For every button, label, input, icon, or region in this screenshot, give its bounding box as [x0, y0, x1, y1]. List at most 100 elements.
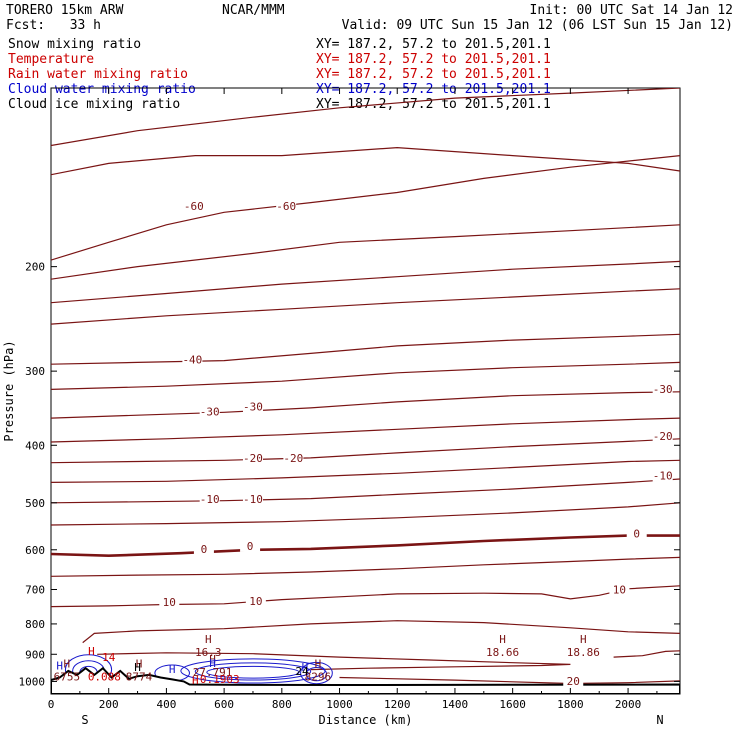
isotherm-label: 0: [247, 540, 254, 553]
maximum-value: 8774: [126, 671, 153, 684]
isotherm-label: 20: [567, 675, 580, 688]
isotherm-line-8: [51, 391, 680, 419]
isotherm-label: -10: [200, 493, 220, 506]
y-tick-label: 600: [25, 544, 45, 557]
valid-time: Valid: 09 UTC Sun 15 Jan 12 (06 LST Sun …: [342, 18, 733, 33]
isotherm-line-2: [51, 155, 680, 261]
isotherm-line-1: [51, 146, 680, 176]
isotherm-line-6: [51, 333, 680, 365]
isotherm-label-bg: [563, 675, 584, 687]
isotherm-label: 0: [633, 528, 640, 541]
isotherm-label-bg: [276, 201, 297, 213]
isotherm-label: -40: [182, 353, 202, 366]
isotherm-line-17: [82, 620, 680, 644]
right-endpoint-label: N: [656, 713, 663, 727]
isotherm-label: 10: [613, 583, 626, 596]
x-tick-label: 1800: [557, 698, 584, 711]
isotherm-line-7: [51, 361, 680, 390]
field-legend: Snow mixing ratio XY= 187.2, 57.2 to 201.…: [8, 37, 551, 112]
isotherm-line-11: [51, 459, 680, 483]
legend-field-name: Temperature: [8, 52, 94, 67]
x-axis-label: Distance (km): [319, 713, 413, 727]
isotherm-label: -30: [243, 400, 263, 413]
maximum-value: 8296: [305, 671, 332, 684]
isotherm-label-bg: [199, 406, 220, 418]
cloud-water-contour-5: [194, 662, 312, 681]
isotherm-label-bg: [245, 595, 266, 607]
maximum-value: 16.3: [195, 646, 222, 659]
x-tick-label: 0: [48, 698, 55, 711]
isotherm-label-bg: [182, 354, 203, 366]
maximum-marker: H: [580, 633, 587, 646]
terrain-profile: [51, 666, 680, 694]
y-tick-label: 700: [25, 584, 45, 597]
y-tick-label: 800: [25, 618, 45, 631]
forecast-hour: 33 h: [70, 18, 101, 33]
isotherm-label-bg: [609, 584, 630, 596]
isotherm-line-19: [339, 676, 680, 685]
isotherm-label: 10: [249, 595, 262, 608]
isotherm-label: -10: [243, 493, 263, 506]
contour-layer: -60 -60 -40 -30 -30 -30 -20 -20 -20 -10 -10 -10 0 0 0 1…: [51, 88, 680, 694]
legend-field-name: Snow mixing ratio: [8, 37, 141, 52]
maximum-marker: H: [205, 633, 212, 646]
isotherm-label: 10: [163, 596, 176, 609]
maximum-marker: H: [315, 658, 322, 671]
isotherm-label: 0: [201, 543, 208, 556]
field-label: H: [192, 674, 199, 687]
legend-field-extent: XY= 187.2, 57.2 to 201.5,201.1: [316, 52, 551, 67]
isotherm-line-4: [51, 260, 680, 304]
field-label: 24: [295, 665, 309, 678]
maximum-marker: H: [64, 658, 71, 671]
isotherm-line-3: [51, 224, 680, 280]
field-label: 0.1903: [200, 673, 240, 686]
x-tick-label: 1600: [499, 698, 526, 711]
isotherm-label-bg: [242, 452, 263, 464]
maximum-value: 18.86: [567, 646, 600, 659]
axes: 0 200 400 600 800 1000 1200 1400 1600 1800 2000200…: [2, 88, 680, 727]
legend-field-name: Cloud water mixing ratio: [8, 82, 196, 97]
legend-field-name: Cloud ice mixing ratio: [8, 97, 180, 112]
cloud-water-contour-8: [305, 666, 328, 682]
isotherm-line-15: [51, 556, 680, 577]
isotherm-line-16: [51, 585, 680, 608]
field-label: H: [209, 657, 216, 670]
maximum-value: 6755: [54, 671, 81, 684]
x-tick-label: 800: [272, 698, 292, 711]
isotherm-line-14: [51, 534, 680, 558]
isotherm-label-bg: [193, 543, 214, 555]
x-tick-label: 1200: [384, 698, 411, 711]
maximum-value: 27.791: [193, 666, 233, 679]
cloud-water-contour-7: [300, 661, 333, 685]
legend-field-extent: XY= 187.2, 57.2 to 201.5,201.1: [316, 82, 551, 97]
isotherm-label: -30: [653, 383, 673, 396]
isotherm-label-bg: [240, 540, 261, 552]
y-tick-label: 300: [25, 365, 45, 378]
isotherm-label: -30: [200, 406, 220, 419]
center-name: NCAR/MMM: [222, 3, 285, 18]
isotherm-label-bg: [652, 383, 673, 395]
x-tick-label: 600: [214, 698, 234, 711]
field-label: 14: [102, 651, 116, 664]
isotherm-label: -60: [184, 200, 204, 213]
isotherm-line-12: [51, 478, 680, 504]
init-time: Init: 00 UTC Sat 14 Jan 12: [530, 3, 734, 18]
x-tick-label: 1000: [326, 698, 353, 711]
x-tick-label: 400: [156, 698, 176, 711]
plot-frame: [50, 87, 681, 695]
cloud-water-contour-6: [206, 665, 300, 679]
isotherm-label-bg: [183, 201, 204, 213]
maximum-marker: H: [499, 633, 506, 646]
isotherm-label: -10: [653, 469, 673, 482]
isotherm-line-18: [97, 652, 571, 671]
legend-field-extent: XY= 187.2, 57.2 to 201.5,201.1: [316, 37, 551, 52]
isotherm-label: -20: [653, 430, 673, 443]
isotherm-line-9: [51, 417, 680, 443]
isotherm-line-5: [51, 288, 680, 325]
legend-field-extent: XY= 187.2, 57.2 to 201.5,201.1: [316, 67, 551, 82]
isotherm-label: -60: [276, 200, 296, 213]
isotherm-label-bg: [242, 493, 263, 505]
isotherm-label-bg: [199, 493, 220, 505]
y-tick-label: 200: [25, 261, 45, 274]
